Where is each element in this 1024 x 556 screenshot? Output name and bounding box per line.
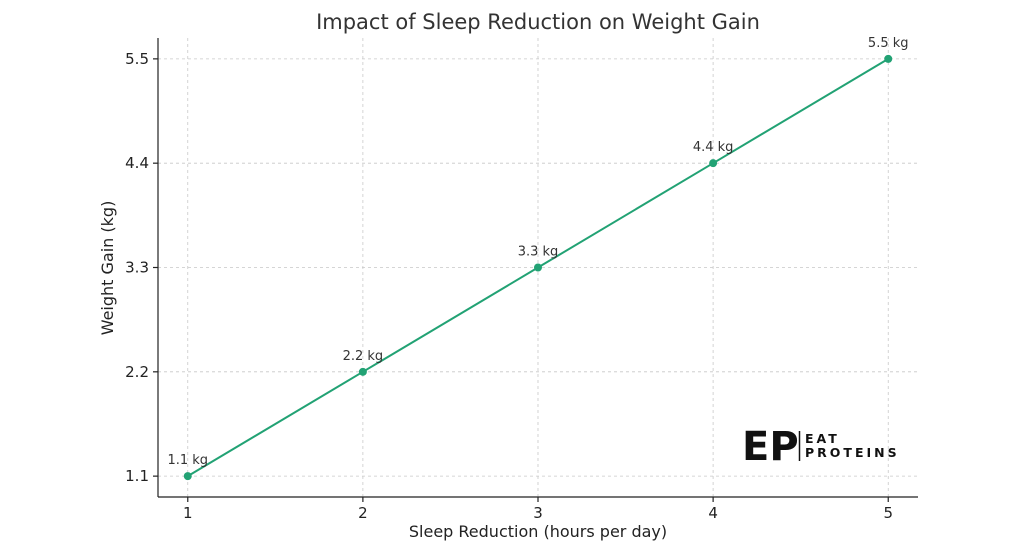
- x-tick-label: 5: [883, 504, 893, 522]
- data-point: [884, 54, 893, 63]
- y-tick-label: 1.1: [125, 467, 149, 485]
- logo-line-1: EAT: [805, 431, 840, 446]
- chart-title: Impact of Sleep Reduction on Weight Gain: [316, 10, 760, 34]
- x-tick-label: 2: [358, 504, 368, 522]
- brand-logo: EP EAT PROTEINS: [742, 424, 900, 470]
- data-label: 2.2 kg: [343, 349, 384, 364]
- y-tick-label: 3.3: [125, 259, 149, 277]
- logo-line-2: PROTEINS: [805, 445, 900, 460]
- series: 1.1 kg 2.2 kg 3.3 kg 4.4 kg 5.5 kg: [167, 36, 909, 481]
- data-label: 1.1 kg: [167, 453, 208, 468]
- axes: 1 2 3 4 5 1.1 2.2 3.3 4.4 5.5: [125, 38, 918, 522]
- x-tick-label: 3: [533, 504, 543, 522]
- y-axis-title: Weight Gain (kg): [98, 201, 117, 336]
- data-label: 3.3 kg: [518, 245, 559, 260]
- data-point: [709, 159, 718, 168]
- data-label: 4.4 kg: [693, 140, 734, 155]
- x-tick-label: 4: [708, 504, 718, 522]
- data-point: [358, 367, 367, 376]
- x-tick-label: 1: [183, 504, 193, 522]
- logo-mark: EP: [742, 424, 799, 470]
- data-point: [534, 263, 542, 272]
- x-axis-title: Sleep Reduction (hours per day): [409, 522, 667, 541]
- y-tick-label: 5.5: [125, 50, 149, 68]
- y-tick-label: 2.2: [125, 363, 149, 381]
- data-label: 5.5 kg: [868, 36, 909, 51]
- y-tick-label: 4.4: [125, 154, 149, 172]
- data-point: [183, 472, 192, 481]
